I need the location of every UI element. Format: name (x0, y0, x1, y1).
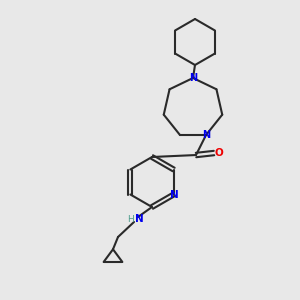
Text: H: H (128, 214, 134, 224)
Text: N: N (202, 130, 210, 140)
Text: O: O (214, 148, 224, 158)
Text: N: N (189, 73, 197, 83)
Text: N: N (170, 190, 179, 200)
Text: N: N (135, 214, 143, 224)
